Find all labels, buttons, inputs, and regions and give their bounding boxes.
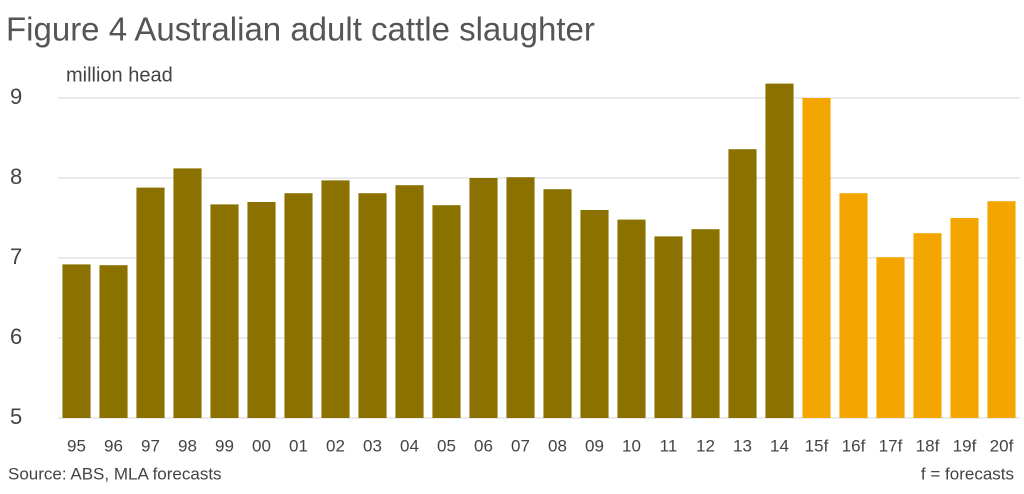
x-tick-label: 09 (585, 436, 604, 455)
bar (580, 210, 609, 418)
x-tick-label: 17f (879, 436, 903, 455)
bar (876, 257, 905, 418)
bar (765, 83, 794, 418)
x-tick-label: 00 (252, 436, 271, 455)
bar (802, 98, 831, 418)
bar (247, 202, 276, 418)
bar (432, 205, 461, 418)
x-tick-label: 04 (400, 436, 419, 455)
x-tick-label: 03 (363, 436, 382, 455)
x-tick-label: 06 (474, 436, 493, 455)
forecast-note: f = forecasts (921, 464, 1014, 483)
x-tick-label: 14 (770, 436, 789, 455)
bar (950, 218, 979, 418)
source-note: Source: ABS, MLA forecasts (8, 464, 222, 483)
x-tick-label: 11 (660, 436, 678, 455)
bar (173, 168, 202, 418)
x-tick-label: 96 (104, 436, 123, 455)
y-tick-label: 5 (10, 404, 22, 429)
x-tick-label: 95 (67, 436, 86, 455)
bar (284, 193, 313, 418)
x-tick-label: 15f (805, 436, 829, 455)
x-tick-label: 16f (842, 436, 866, 455)
bar (654, 236, 683, 418)
bar (728, 149, 757, 418)
x-tick-label: 12 (696, 436, 715, 455)
bar (469, 178, 498, 418)
x-tick-label: 08 (548, 436, 567, 455)
bar (543, 189, 572, 418)
y-tick-label: 6 (10, 324, 22, 349)
x-tick-label: 19f (953, 436, 977, 455)
bar (506, 177, 535, 418)
y-tick-label: 8 (10, 164, 22, 189)
x-tick-label: 10 (622, 436, 641, 455)
bar (987, 201, 1016, 418)
bar (358, 193, 387, 418)
x-tick-label: 99 (215, 436, 234, 455)
chart-title: Figure 4 Australian adult cattle slaught… (6, 11, 595, 48)
x-tick-label: 20f (990, 436, 1014, 455)
bar (62, 264, 91, 418)
x-tick-label: 02 (326, 436, 345, 455)
x-tick-label: 01 (289, 436, 308, 455)
x-tick-label: 05 (437, 436, 456, 455)
bar (395, 185, 424, 418)
y-tick-label: 7 (10, 244, 22, 269)
bar (321, 180, 350, 418)
y-axis-label: million head (66, 64, 173, 86)
x-tick-label: 07 (511, 436, 530, 455)
bar (99, 265, 128, 418)
y-tick-label: 9 (10, 84, 22, 109)
x-tick-label: 98 (178, 436, 197, 455)
x-tick-label: 13 (733, 436, 752, 455)
bar (839, 193, 868, 418)
bar (691, 229, 720, 418)
bar (913, 233, 942, 418)
bar (617, 219, 646, 418)
x-tick-label: 18f (916, 436, 940, 455)
bar (210, 204, 239, 418)
x-tick-label: 97 (141, 436, 160, 455)
bar (136, 187, 165, 418)
